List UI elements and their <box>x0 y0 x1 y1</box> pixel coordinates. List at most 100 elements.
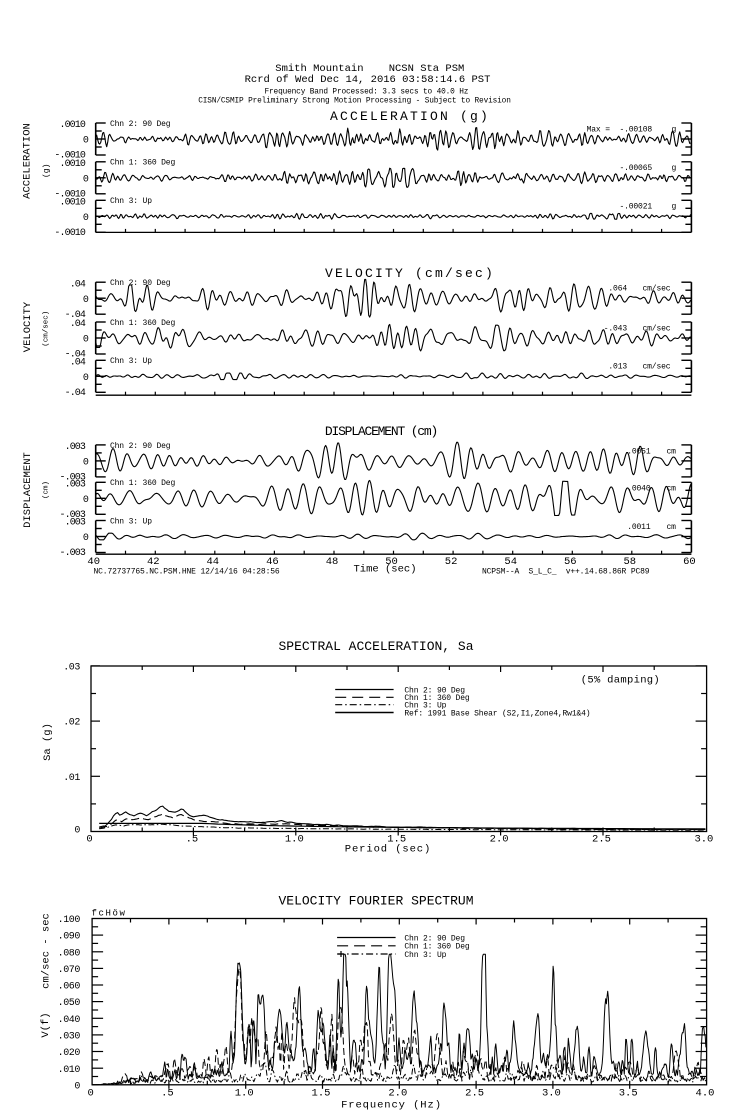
svg-text:DISPLACEMENT (cm): DISPLACEMENT (cm) <box>325 424 437 439</box>
svg-text:ACCELERATION: ACCELERATION <box>21 123 33 199</box>
svg-text:.0010: .0010 <box>59 159 85 170</box>
svg-text:.030: .030 <box>58 1032 81 1043</box>
svg-text:.5: .5 <box>161 1087 174 1099</box>
svg-text:.090: .090 <box>58 932 81 943</box>
svg-text:-.0010: -.0010 <box>54 189 86 200</box>
svg-text:.0010: .0010 <box>59 120 85 131</box>
svg-text:.050: .050 <box>58 998 81 1009</box>
svg-text:40: 40 <box>87 556 100 568</box>
svg-text:NC.72737765.NC.PSM.HNE 12/14/1: NC.72737765.NC.PSM.HNE 12/14/16 04:28:56 <box>94 567 280 576</box>
svg-text:4.0: 4.0 <box>696 1087 715 1099</box>
svg-text:Frequency Band Processed: 3.3: Frequency Band Processed: 3.3 secs to 40… <box>264 88 468 96</box>
svg-text:2.5: 2.5 <box>592 834 611 846</box>
svg-text:(cm): (cm) <box>43 481 51 499</box>
svg-text:Chn 2: 90 Deg: Chn 2: 90 Deg <box>404 934 465 943</box>
svg-text:Rcrd of Wed Dec 14, 2016 03:58: Rcrd of Wed Dec 14, 2016 03:58:14.6 PST <box>245 74 491 86</box>
svg-text:.0040: .0040 <box>627 485 651 494</box>
svg-text:0: 0 <box>83 136 89 147</box>
svg-text:50: 50 <box>385 556 398 568</box>
svg-text:0: 0 <box>86 834 92 846</box>
svg-text:Chn 1: 360 Deg: Chn 1: 360 Deg <box>110 159 175 168</box>
svg-text:0: 0 <box>83 533 89 544</box>
svg-text:g: g <box>672 203 677 212</box>
svg-text:.064: .064 <box>608 285 627 294</box>
svg-text:.003: .003 <box>65 479 86 490</box>
svg-text:Chn 1: 360 Deg: Chn 1: 360 Deg <box>404 694 469 703</box>
svg-text:-.00108: -.00108 <box>619 125 652 134</box>
svg-text:.020: .020 <box>58 1048 81 1059</box>
svg-text:VELOCITY FOURIER SPECTRUM: VELOCITY FOURIER SPECTRUM <box>278 894 473 909</box>
svg-text:(5% damping): (5% damping) <box>581 674 660 686</box>
svg-text:.03: .03 <box>63 663 80 674</box>
svg-text:Max =: Max = <box>587 125 611 134</box>
svg-text:Chn 3: Up: Chn 3: Up <box>404 702 446 711</box>
svg-text:3.0: 3.0 <box>542 1087 561 1099</box>
svg-text:g: g <box>672 125 677 134</box>
svg-text:Chn 2: 90 Deg: Chn 2: 90 Deg <box>404 686 465 695</box>
svg-text:-.0010: -.0010 <box>54 228 86 239</box>
svg-text:Ref: 1991 Base Shear (S2,I1,Zo: Ref: 1991 Base Shear (S2,I1,Zone4,Rw1&4) <box>404 709 590 718</box>
svg-text:2.0: 2.0 <box>490 834 509 846</box>
svg-text:.02: .02 <box>63 718 80 729</box>
svg-text:Smith Mountain NCSN Sta PSM: Smith Mountain NCSN Sta PSM <box>275 63 464 75</box>
svg-text:48: 48 <box>326 556 339 568</box>
svg-text:Chn 1: 360 Deg: Chn 1: 360 Deg <box>110 479 175 488</box>
svg-text:.003: .003 <box>65 442 86 453</box>
svg-text:SPECTRAL ACCELERATION, Sa: SPECTRAL ACCELERATION, Sa <box>278 639 473 654</box>
svg-text:CISN/CSMIP Preliminary Strong: CISN/CSMIP Preliminary Strong Motion Pro… <box>198 98 511 106</box>
svg-text:DISPLACEMENT: DISPLACEMENT <box>22 452 34 528</box>
svg-text:g: g <box>672 164 677 173</box>
svg-text:.070: .070 <box>58 965 81 976</box>
svg-text:cm: cm <box>667 485 677 494</box>
svg-text:0: 0 <box>83 295 89 306</box>
svg-text:.04: .04 <box>70 357 86 368</box>
svg-text:0: 0 <box>83 174 89 185</box>
svg-text:58: 58 <box>623 556 636 568</box>
svg-text:0: 0 <box>74 1081 80 1092</box>
svg-text:1.0: 1.0 <box>285 834 304 846</box>
svg-text:Chn 1: 360 Deg: Chn 1: 360 Deg <box>404 943 469 952</box>
svg-text:ACCELERATION (g): ACCELERATION (g) <box>330 109 490 124</box>
svg-text:VELOCITY: VELOCITY <box>22 301 34 352</box>
svg-text:cm: cm <box>667 447 677 456</box>
svg-text:-.003: -.003 <box>59 510 85 521</box>
svg-text:.5: .5 <box>186 834 199 846</box>
svg-text:.04: .04 <box>70 279 86 290</box>
svg-text:Chn 2: 90 Deg: Chn 2: 90 Deg <box>110 120 171 129</box>
svg-text:56: 56 <box>564 556 577 568</box>
svg-text:.060: .060 <box>58 982 81 993</box>
svg-text:cm: cm <box>667 523 677 532</box>
svg-text:-.04: -.04 <box>65 310 86 321</box>
svg-text:fcHöw: fcHöw <box>92 909 127 919</box>
svg-text:1.5: 1.5 <box>387 834 406 846</box>
svg-text:1.0: 1.0 <box>235 1087 254 1099</box>
svg-text:cm/sec: cm/sec <box>643 285 671 294</box>
svg-text:0: 0 <box>83 335 89 346</box>
svg-text:1.5: 1.5 <box>312 1087 331 1099</box>
svg-text:.080: .080 <box>58 948 81 959</box>
svg-text:.04: .04 <box>70 319 86 330</box>
svg-text:Chn 3: Up: Chn 3: Up <box>404 951 446 960</box>
svg-text:3.0: 3.0 <box>694 834 713 846</box>
svg-text:0: 0 <box>83 458 89 469</box>
svg-text:VELOCITY (cm/sec): VELOCITY (cm/sec) <box>325 266 495 281</box>
svg-text:-.003: -.003 <box>59 548 85 559</box>
svg-text:0: 0 <box>83 213 89 224</box>
svg-text:-.003: -.003 <box>59 473 85 484</box>
svg-text:0: 0 <box>83 495 89 506</box>
svg-text:-.04: -.04 <box>65 388 86 399</box>
svg-text:.0051: .0051 <box>627 447 651 456</box>
svg-text:NCPSM--A S_L_C_ v++.14.68.86: NCPSM--A S_L_C_ v++.14.68.86R PC89 <box>482 567 650 576</box>
svg-text:.010: .010 <box>58 1065 81 1076</box>
svg-text:Time (sec): Time (sec) <box>353 564 416 576</box>
svg-text:Period (sec): Period (sec) <box>345 843 431 855</box>
svg-text:.003: .003 <box>65 518 86 529</box>
svg-text:0: 0 <box>87 1087 93 1099</box>
svg-text:0: 0 <box>83 373 89 384</box>
svg-text:54: 54 <box>504 556 517 568</box>
svg-text:.013: .013 <box>608 363 627 372</box>
svg-text:60: 60 <box>683 556 696 568</box>
svg-text:-.04: -.04 <box>65 350 86 361</box>
svg-text:.0011: .0011 <box>627 523 651 532</box>
svg-text:0: 0 <box>74 826 80 837</box>
